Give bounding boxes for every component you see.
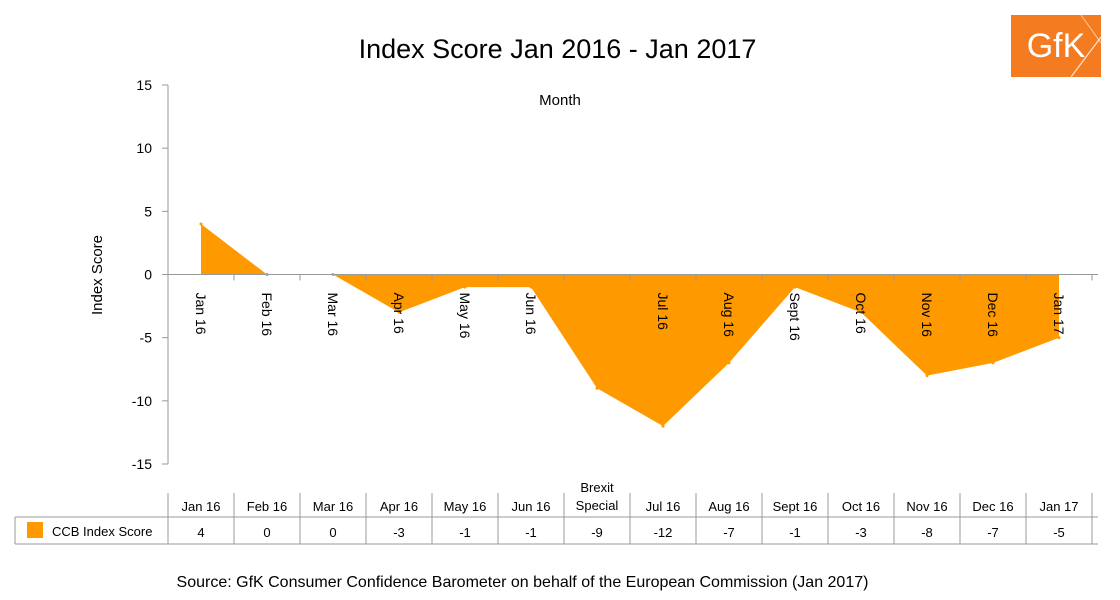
table-header-cell: Jun 16	[511, 499, 550, 514]
y-tick-label: -15	[132, 456, 152, 472]
data-point-4	[463, 285, 467, 289]
table-header-cell: May 16	[444, 499, 487, 514]
data-point-5	[529, 285, 533, 289]
x-tick-label: Jan 17	[1051, 293, 1067, 335]
y-tick-label: -10	[132, 393, 152, 409]
table-value-cell: -1	[525, 525, 537, 540]
logo-line-art	[1070, 15, 1101, 77]
table-header-cell: Jan 17	[1039, 499, 1078, 514]
y-tick-label: 5	[144, 203, 152, 219]
table-value-cell: -7	[723, 525, 735, 540]
table-value-cell: -8	[921, 525, 933, 540]
table-header-cell: Oct 16	[842, 499, 880, 514]
y-axis-title: Index Score	[89, 235, 106, 315]
data-point-9	[793, 285, 797, 289]
data-point-3	[397, 310, 401, 314]
table-value-cell: -3	[855, 525, 867, 540]
table-header-cell: Jul 16	[646, 499, 681, 514]
table-value-cell: -5	[1053, 525, 1065, 540]
y-tick-label: 15	[136, 77, 152, 93]
table-header-cell: Sept 16	[773, 499, 818, 514]
table-value-cell: 0	[263, 525, 270, 540]
table-header-cell: Special	[576, 498, 619, 513]
table-value-cell: -7	[987, 525, 999, 540]
x-tick-label: May 16	[457, 293, 473, 339]
x-tick-label: Jan 16	[193, 293, 209, 335]
data-point-0	[199, 222, 203, 226]
y-tick-label: -5	[140, 330, 153, 346]
table-header-cell: Dec 16	[972, 499, 1013, 514]
data-point-10	[859, 310, 863, 314]
table-value-cell: -3	[393, 525, 405, 540]
data-point-7	[661, 424, 665, 428]
y-tick-label: 0	[144, 267, 152, 283]
x-tick-label: Oct 16	[853, 293, 869, 334]
data-point-6	[595, 386, 599, 390]
source-note: Source: GfK Consumer Confidence Baromete…	[176, 574, 869, 591]
legend-label: CCB Index Score	[52, 524, 152, 539]
table-value-cell: -12	[654, 525, 673, 540]
data-point-12	[991, 361, 995, 365]
data-point-8	[727, 361, 731, 365]
table-value-cell: -1	[459, 525, 471, 540]
table-header-cell: Feb 16	[247, 499, 287, 514]
x-tick-label: Jun 16	[523, 293, 539, 335]
table-value-cell: -1	[789, 525, 801, 540]
table-value-cell: -9	[591, 525, 603, 540]
data-point-13	[1057, 336, 1061, 340]
x-tick-label: Nov 16	[919, 293, 935, 338]
table-header-cell: Brexit	[580, 480, 614, 495]
table-value-cell: 4	[197, 525, 204, 540]
table-header-cell: Jan 16	[181, 499, 220, 514]
x-tick-label: Dec 16	[985, 293, 1001, 338]
x-tick-label: Feb 16	[259, 293, 275, 337]
table-header-cell: Aug 16	[708, 499, 749, 514]
x-tick-label: Apr 16	[391, 293, 407, 334]
table-header-cell: Mar 16	[313, 499, 353, 514]
logo-text: GfK	[1026, 27, 1086, 65]
data-point-11	[925, 374, 929, 378]
table-value-cell: 0	[329, 525, 336, 540]
table-header-cell: Nov 16	[906, 499, 947, 514]
x-tick-label: Sept 16	[787, 293, 803, 341]
x-tick-label: Mar 16	[325, 293, 341, 337]
chart-title: Index Score Jan 2016 - Jan 2017	[358, 34, 757, 64]
legend-swatch	[27, 522, 43, 538]
gfk-logo: GfK	[1011, 15, 1101, 77]
x-tick-label: Jul 16	[655, 293, 671, 331]
x-tick-label: Aug 16	[721, 293, 737, 338]
y-tick-label: 10	[136, 140, 152, 156]
x-axis-title: Month	[539, 92, 581, 109]
table-header-cell: Apr 16	[380, 499, 418, 514]
